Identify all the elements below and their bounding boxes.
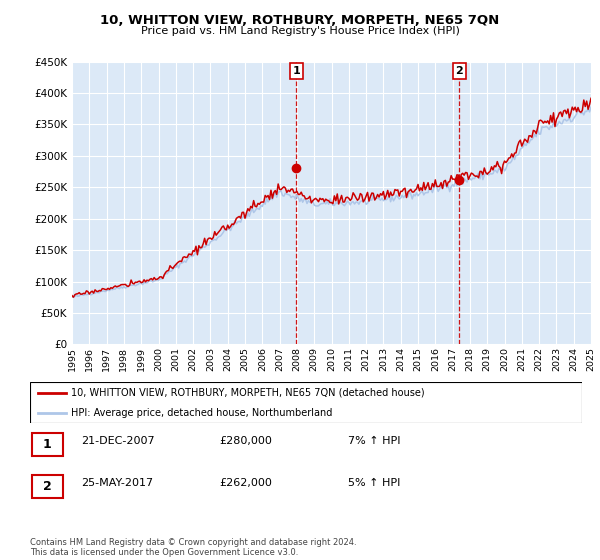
Text: 2: 2	[43, 480, 52, 493]
Text: 10, WHITTON VIEW, ROTHBURY, MORPETH, NE65 7QN: 10, WHITTON VIEW, ROTHBURY, MORPETH, NE6…	[100, 14, 500, 27]
Text: 25-MAY-2017: 25-MAY-2017	[81, 478, 153, 488]
Text: HPI: Average price, detached house, Northumberland: HPI: Average price, detached house, Nort…	[71, 408, 333, 418]
Text: 1: 1	[293, 66, 300, 76]
Text: 1: 1	[43, 438, 52, 451]
Text: 2: 2	[455, 66, 463, 76]
Text: 5% ↑ HPI: 5% ↑ HPI	[348, 478, 400, 488]
Text: 7% ↑ HPI: 7% ↑ HPI	[348, 436, 401, 446]
Text: Contains HM Land Registry data © Crown copyright and database right 2024.
This d: Contains HM Land Registry data © Crown c…	[30, 538, 356, 557]
Text: £280,000: £280,000	[219, 436, 272, 446]
Text: Price paid vs. HM Land Registry's House Price Index (HPI): Price paid vs. HM Land Registry's House …	[140, 26, 460, 36]
Text: 10, WHITTON VIEW, ROTHBURY, MORPETH, NE65 7QN (detached house): 10, WHITTON VIEW, ROTHBURY, MORPETH, NE6…	[71, 388, 425, 398]
Text: 21-DEC-2007: 21-DEC-2007	[81, 436, 155, 446]
Text: £262,000: £262,000	[219, 478, 272, 488]
